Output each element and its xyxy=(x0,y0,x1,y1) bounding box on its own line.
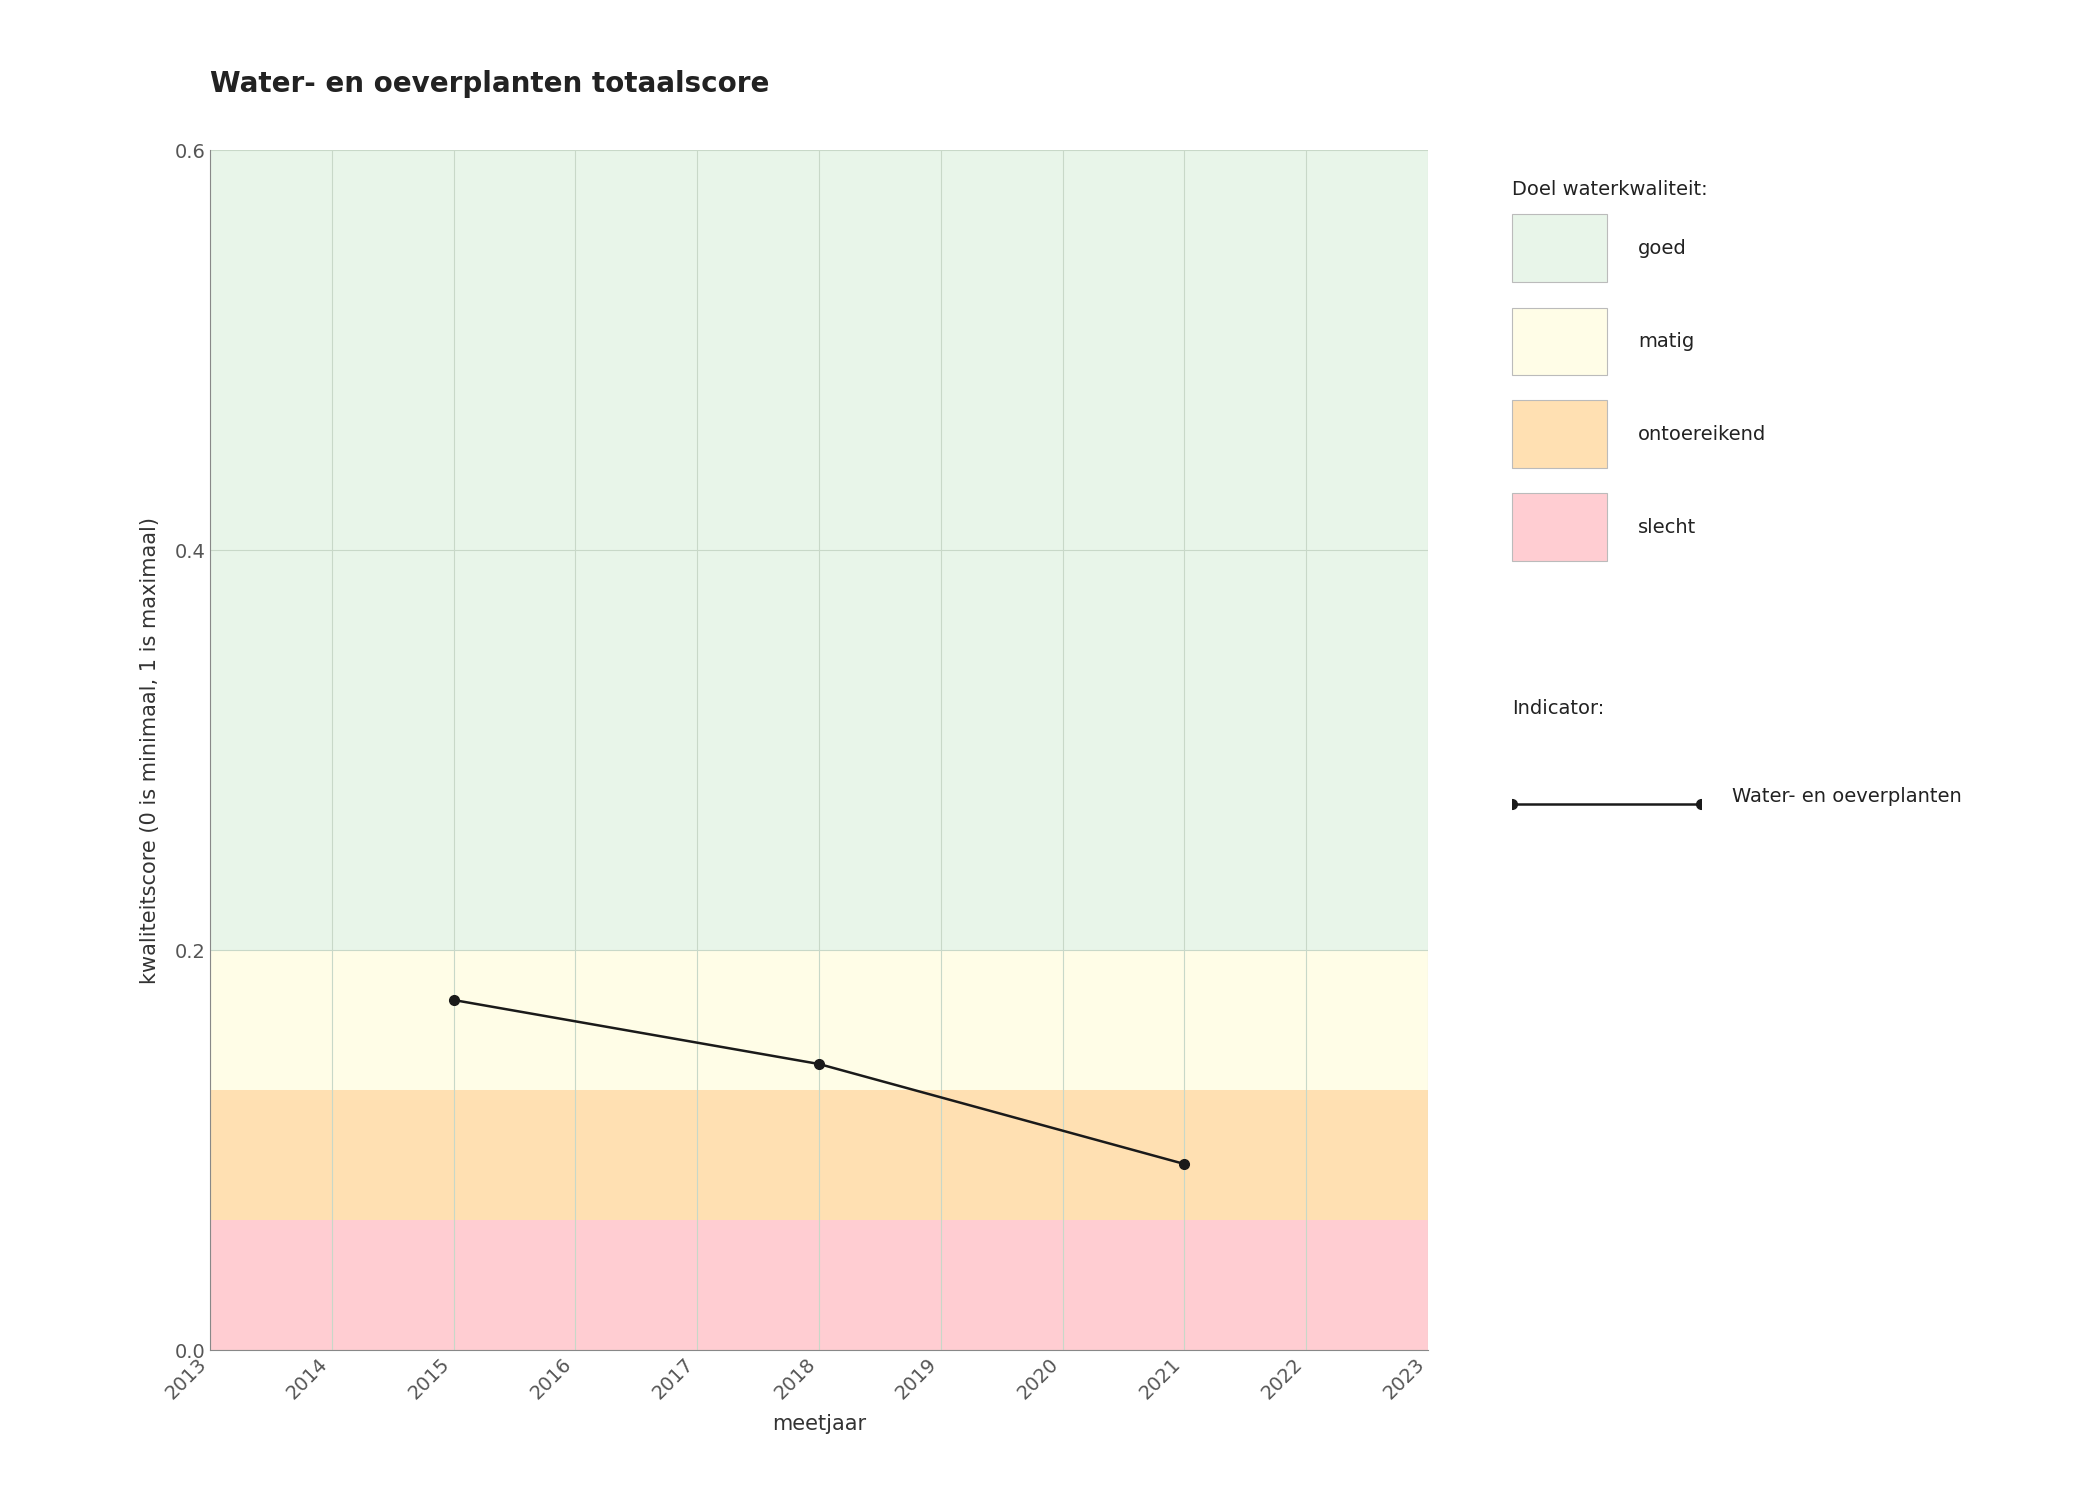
Text: matig: matig xyxy=(1638,332,1695,351)
Text: Water- en oeverplanten: Water- en oeverplanten xyxy=(1732,788,1961,806)
Text: slecht: slecht xyxy=(1638,518,1697,537)
Bar xyxy=(210,150,1428,950)
Text: ontoereikend: ontoereikend xyxy=(1638,424,1766,444)
Text: Doel waterkwaliteit:: Doel waterkwaliteit: xyxy=(1512,180,1707,200)
Bar xyxy=(210,1090,1428,1220)
Text: Water- en oeverplanten totaalscore: Water- en oeverplanten totaalscore xyxy=(210,69,769,98)
Y-axis label: kwaliteitscore (0 is minimaal, 1 is maximaal): kwaliteitscore (0 is minimaal, 1 is maxi… xyxy=(141,516,160,984)
Bar xyxy=(210,950,1428,1090)
X-axis label: meetjaar: meetjaar xyxy=(773,1414,865,1434)
Text: goed: goed xyxy=(1638,238,1686,258)
Text: Indicator:: Indicator: xyxy=(1512,699,1604,718)
Bar xyxy=(210,1220,1428,1350)
